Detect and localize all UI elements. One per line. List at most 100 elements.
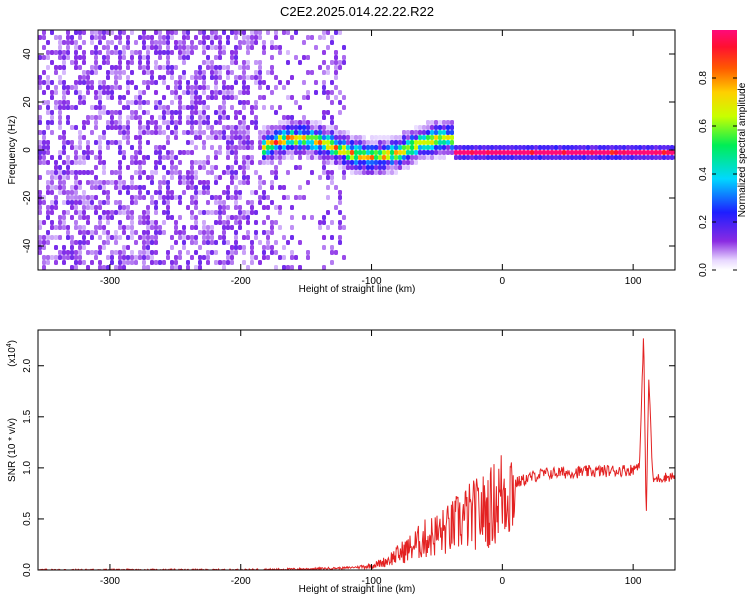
spectrogram-cell: [174, 110, 178, 115]
spectrogram-cell: [190, 195, 194, 200]
spectrogram-cell: [282, 235, 286, 240]
spectrogram-cell: [106, 180, 110, 185]
spectrogram-cell: [378, 170, 382, 175]
spectrogram-cell: [342, 255, 346, 260]
spectrogram-cell: [214, 260, 218, 265]
spectrogram-cell: [218, 35, 222, 40]
spectrogram-cell: [98, 145, 102, 150]
spectrogram-cell: [618, 155, 622, 160]
spectrogram-cell: [142, 245, 146, 250]
spectrogram-cell: [286, 155, 290, 160]
spectrogram-cell: [286, 95, 290, 100]
spectrogram-cell: [302, 140, 306, 145]
spectrogram-cell: [126, 190, 130, 195]
spectrogram-cell: [302, 40, 306, 45]
chart-title: C2E2.2025.014.22.22.R22: [280, 4, 434, 19]
spectrogram-cell: [318, 140, 322, 145]
spectrogram-cell: [302, 55, 306, 60]
spectrogram-cell: [142, 220, 146, 225]
spectrogram-cell: [238, 110, 242, 115]
spectrogram-cell: [118, 145, 122, 150]
spectrogram-cell: [214, 165, 218, 170]
spectrogram-cell: [166, 195, 170, 200]
spectrogram-cell: [426, 125, 430, 130]
spectrogram-cell: [46, 125, 50, 130]
spectrogram-cell: [86, 170, 90, 175]
spectrogram-cell: [582, 145, 586, 150]
spectrogram-cell: [638, 145, 642, 150]
spectrogram-cell: [294, 150, 298, 155]
spectrogram-cell: [426, 135, 430, 140]
spectrogram-cell: [142, 110, 146, 115]
spectrogram-cell: [250, 260, 254, 265]
spectrogram-cell: [94, 185, 98, 190]
spectrogram-cell: [426, 120, 430, 125]
spectrogram-cell: [210, 250, 214, 255]
spectrogram-cell: [70, 195, 74, 200]
spectrogram-cell: [114, 140, 118, 145]
spectrogram-cell: [342, 150, 346, 155]
spectrogram-cell: [650, 150, 654, 155]
spectrogram-cell: [266, 230, 270, 235]
spectrogram-cell: [66, 155, 70, 160]
spectrogram-cell: [222, 170, 226, 175]
spectrogram-cell: [198, 120, 202, 125]
spectrogram-cell: [362, 165, 366, 170]
spectrogram-cell: [430, 130, 434, 135]
spectrogram-cell: [118, 180, 122, 185]
spectrogram-cell: [222, 130, 226, 135]
spectrogram-cell: [70, 240, 74, 245]
spectrogram-cell: [266, 150, 270, 155]
spectrogram-cell: [590, 145, 594, 150]
spectrogram-cell: [362, 140, 366, 145]
spectrogram-cell: [310, 155, 314, 160]
spectrogram-cell: [62, 245, 66, 250]
spectrogram-cell: [654, 145, 658, 150]
spectrogram-cell: [94, 210, 98, 215]
spectrogram-cell: [350, 145, 354, 150]
spectrogram-cell: [38, 35, 42, 40]
spectrogram-cell: [246, 210, 250, 215]
spectrogram-cell: [430, 150, 434, 155]
spectrogram-cell: [62, 60, 66, 65]
spectrogram-cell: [190, 165, 194, 170]
spectrogram-cell: [62, 220, 66, 225]
spectrogram-cell: [246, 200, 250, 205]
spectrogram-cell: [238, 225, 242, 230]
spectrogram-cell: [482, 155, 486, 160]
spectrogram-cell: [314, 45, 318, 50]
spectrogram-cell: [174, 125, 178, 130]
spectrogram-cell: [306, 180, 310, 185]
spectrogram-cell: [126, 85, 130, 90]
spectrogram-cell: [74, 195, 78, 200]
spectrogram-cell: [630, 150, 634, 155]
spectrogram-cell: [334, 75, 338, 80]
spectrogram-cell: [350, 170, 354, 175]
spectrogram-cell: [42, 30, 46, 35]
spectrogram-cell: [98, 65, 102, 70]
spectrogram-cell: [242, 80, 246, 85]
spectrogram-cell: [438, 135, 442, 140]
spectrogram-cell: [338, 30, 342, 35]
spectrogram-cell: [302, 150, 306, 155]
spectrogram-cell: [330, 170, 334, 175]
spectrogram-cell: [422, 155, 426, 160]
spectrogram-cell: [234, 50, 238, 55]
spectrogram-cell: [66, 85, 70, 90]
y-tick-label: 0.5: [22, 512, 33, 526]
spectrogram-cell: [146, 250, 150, 255]
spectrogram-cell: [258, 140, 262, 145]
spectrogram-cell: [298, 120, 302, 125]
spectrogram-cell: [374, 155, 378, 160]
spectrogram-cell: [118, 170, 122, 175]
spectrogram-cell: [98, 105, 102, 110]
spectrogram-cell: [122, 135, 126, 140]
spectrogram-cell: [426, 130, 430, 135]
spectrogram-cell: [142, 125, 146, 130]
spectrogram-cell: [338, 150, 342, 155]
spectrogram-cell: [634, 145, 638, 150]
spectrogram-cell: [82, 30, 86, 35]
spectrogram-cell: [82, 225, 86, 230]
spectrogram-cell: [58, 50, 62, 55]
spectrogram-cell: [254, 210, 258, 215]
